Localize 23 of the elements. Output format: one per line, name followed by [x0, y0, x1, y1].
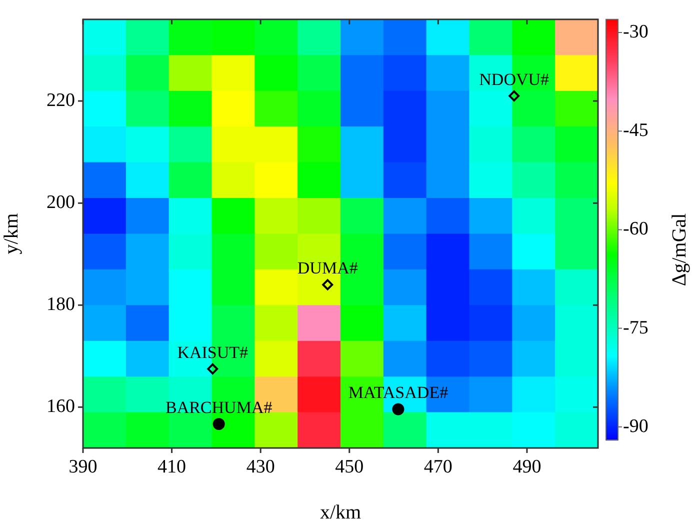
y-tick-label: 200 [46, 192, 75, 214]
point [322, 279, 334, 290]
point [508, 90, 520, 102]
x-tick-label: 390 [68, 456, 98, 478]
point [207, 363, 218, 374]
y-tick-label: 220 [46, 90, 75, 112]
x-axis-title: x/km [320, 501, 362, 524]
point [212, 418, 225, 430]
color-bar-label: -30 [623, 22, 648, 43]
y-tick-label: 160 [46, 396, 75, 418]
color-bar-label: -45 [623, 120, 648, 142]
color-bar-title: Δg/mGal [668, 212, 690, 286]
color-bar-label: -90 [623, 416, 648, 437]
x-tick-label: 470 [424, 456, 452, 478]
x-tick-label: 430 [246, 456, 275, 478]
x-tick-label: 450 [335, 456, 364, 478]
y-axis-title: y/km [0, 212, 22, 254]
x-tick-label: 490 [512, 456, 542, 478]
color-bar-label: -75 [623, 317, 648, 338]
color-bar-label: -60 [623, 218, 648, 240]
y-tick-label: 180 [46, 294, 75, 316]
point [392, 403, 404, 416]
x-tick-label: 410 [158, 456, 186, 478]
